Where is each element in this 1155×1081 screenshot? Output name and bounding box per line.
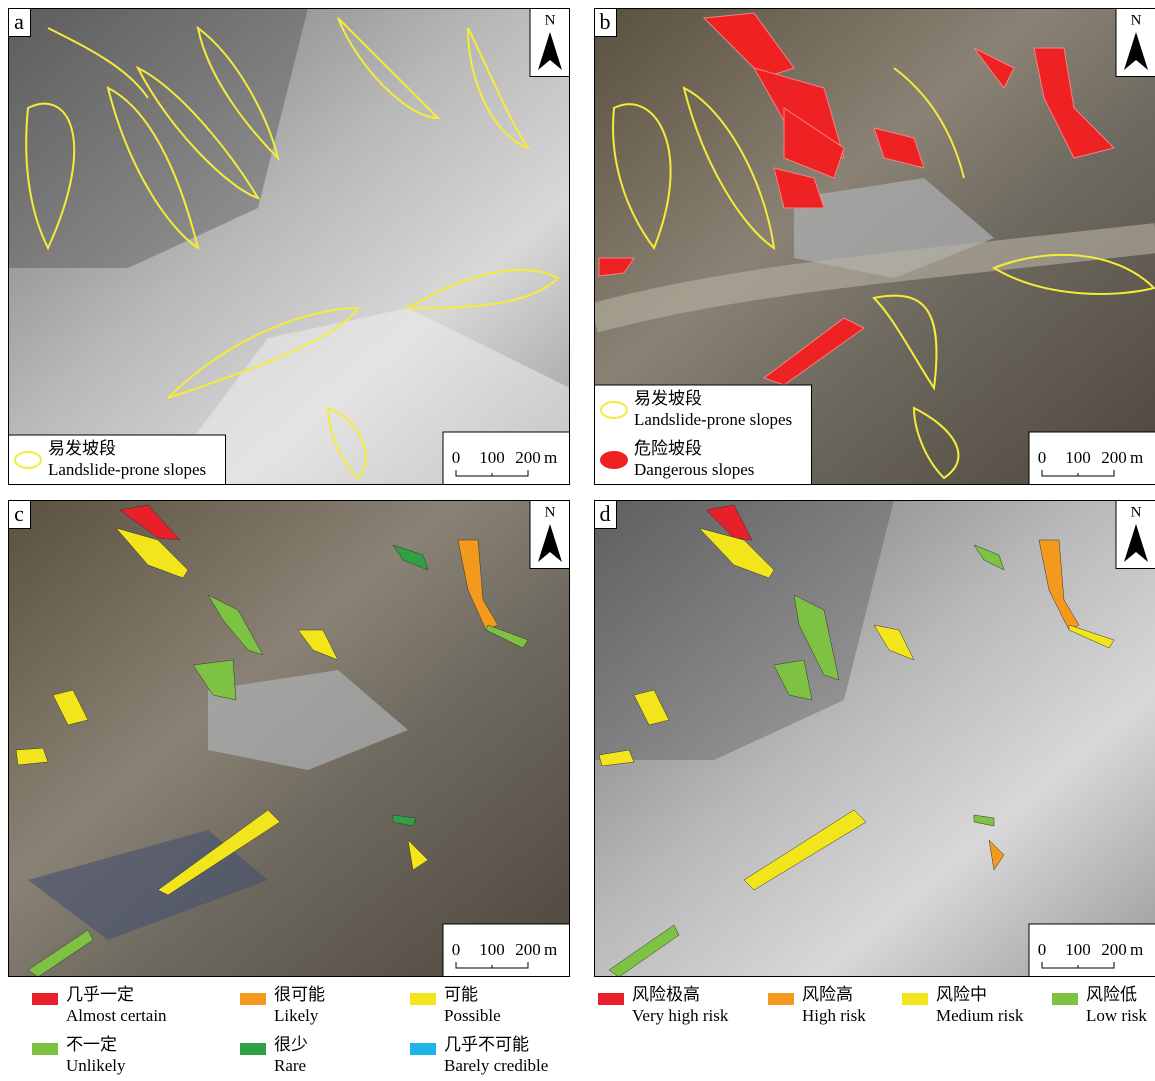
panel-label: b	[600, 9, 611, 34]
scale-bar	[1041, 962, 1115, 969]
north-arrow	[1124, 32, 1148, 70]
legend-zh: 几乎一定	[66, 985, 134, 1004]
legend-en: Possible	[444, 1006, 501, 1025]
slope-outlines	[612, 67, 1155, 480]
dangerous-slopes	[598, 12, 1115, 386]
legend-en: Almost certain	[66, 1006, 167, 1025]
scale-unit: m	[544, 448, 557, 467]
map-panel: b N 0 100 200 m 易发坡段 Landslide-prone slopes 危险坡段…	[594, 8, 1155, 485]
valley	[594, 223, 1155, 333]
panel-label: c	[14, 501, 24, 526]
panel-label: a	[14, 9, 24, 34]
panel-border	[8, 8, 570, 485]
scale-tick-label: 200	[1101, 940, 1127, 959]
legend-swatch	[1052, 993, 1078, 1005]
label-box	[594, 8, 617, 37]
scale-tick-label: 100	[1065, 448, 1091, 467]
north-arrow	[1124, 524, 1148, 562]
scale-bar	[455, 962, 529, 969]
scale-tick-label: 0	[1038, 940, 1047, 959]
scale-bar	[455, 470, 529, 477]
legend-en: Very high risk	[632, 1006, 729, 1025]
legend-zh: 几乎不可能	[444, 1035, 529, 1054]
ridge-shade	[594, 500, 894, 760]
legend-zh: 不一定	[66, 1035, 117, 1054]
panel-border	[8, 500, 570, 977]
legend-zh: 易发坡段	[48, 439, 116, 458]
legend-en: Dangerous slopes	[634, 460, 754, 479]
legend-swatch	[600, 451, 628, 469]
scale-tick-label: 100	[479, 940, 505, 959]
legend-swatch	[598, 993, 624, 1005]
legend-en: Landslide-prone slopes	[48, 460, 206, 479]
legend-en: Barely credible	[444, 1056, 548, 1075]
legend-zh: 易发坡段	[634, 389, 702, 408]
scale-tick-label: 0	[452, 940, 461, 959]
legend-zh: 很少	[274, 1035, 308, 1054]
north-box	[1115, 500, 1155, 569]
north-arrow	[538, 32, 562, 70]
legend-en: Medium risk	[936, 1006, 1024, 1025]
scale-tick-label: 200	[1101, 448, 1127, 467]
scale-unit: m	[544, 940, 557, 959]
north-box	[529, 8, 570, 77]
label-box	[8, 500, 31, 529]
risk-slopes	[15, 504, 529, 977]
legend-en: Rare	[274, 1056, 306, 1075]
legend-swatch	[902, 993, 928, 1005]
scale-tick-label: 0	[1038, 448, 1047, 467]
legend-swatch	[768, 993, 794, 1005]
legend-en: Unlikely	[66, 1056, 126, 1075]
scale-tick-label: 100	[479, 448, 505, 467]
panel-border	[594, 8, 1155, 485]
map-panel: d N 0 100 200 m	[594, 500, 1155, 977]
legend-zh: 可能	[444, 985, 478, 1004]
legend-zh: 危险坡段	[634, 439, 702, 458]
legend-en: High risk	[802, 1006, 866, 1025]
scale-tick-label: 0	[452, 448, 461, 467]
scale-bar	[1041, 470, 1115, 477]
legend-swatch	[32, 993, 58, 1005]
legend-zh: 风险低	[1086, 985, 1137, 1004]
north-arrow	[538, 524, 562, 562]
scale-tick-label: 100	[1065, 940, 1091, 959]
legend-en: Low risk	[1086, 1006, 1147, 1025]
legend-swatch	[410, 1043, 436, 1055]
legend-swatch	[32, 1043, 58, 1055]
risk-slopes	[598, 504, 1115, 977]
legend-en: Landslide-prone slopes	[634, 410, 792, 429]
legend-en: Likely	[274, 1006, 319, 1025]
north-label: N	[1131, 12, 1142, 28]
legend-swatch	[240, 1043, 266, 1055]
village	[208, 670, 408, 770]
legend-zh: 很可能	[274, 985, 325, 1004]
panel-label: d	[600, 501, 611, 526]
panel-border	[594, 500, 1155, 977]
map-panel: a N 0 100 200 m 易发坡段 Landslide-prone slopes	[8, 8, 570, 485]
legend-box	[8, 434, 226, 485]
ridge-shade	[8, 8, 308, 268]
legend-swatch	[240, 993, 266, 1005]
legend-zh: 风险极高	[632, 985, 700, 1004]
scale-unit: m	[1130, 940, 1143, 959]
legend-box	[594, 384, 812, 485]
legend-zh: 风险高	[802, 985, 853, 1004]
legend-swatch	[410, 993, 436, 1005]
slope-outlines	[25, 17, 560, 480]
legend-swatch	[600, 401, 628, 419]
label-box	[8, 8, 31, 37]
north-label: N	[1131, 504, 1142, 520]
scale-unit: m	[1130, 448, 1143, 467]
north-label: N	[545, 504, 556, 520]
map-panel: c N 0 100 200 m	[8, 500, 570, 977]
scale-tick-label: 200	[515, 940, 541, 959]
legend-zh: 风险中	[936, 985, 987, 1004]
north-label: N	[545, 12, 556, 28]
label-box	[594, 500, 617, 529]
scale-tick-label: 200	[515, 448, 541, 467]
legend-swatch	[14, 451, 42, 469]
